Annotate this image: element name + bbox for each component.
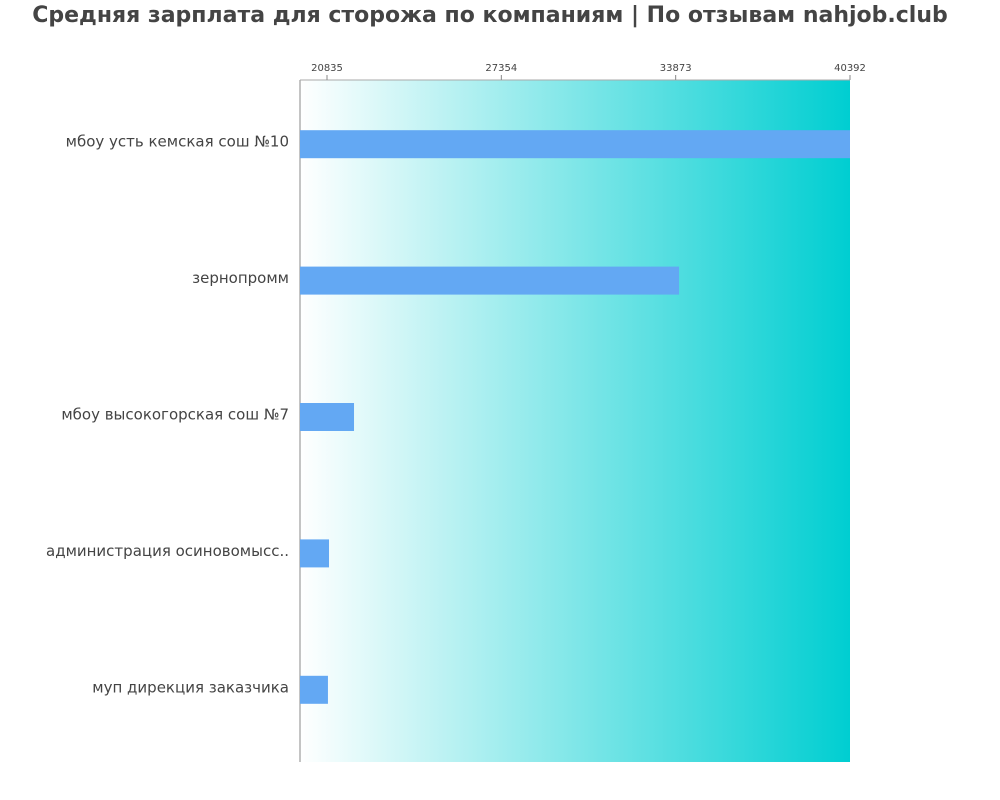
- bar: [300, 539, 330, 568]
- y-tick-label: мбоу высокогорская сош №7: [61, 406, 289, 424]
- y-tick-label: муп дирекция заказчика: [92, 678, 289, 696]
- y-tick-label: зернопромм: [192, 269, 289, 287]
- bar: [300, 130, 850, 159]
- bar: [300, 675, 328, 704]
- bar: [300, 266, 680, 295]
- x-tick-label: 40392: [834, 63, 866, 74]
- y-tick-label: администрация осиновомысс..: [46, 542, 289, 560]
- x-tick-label: 20835: [311, 63, 343, 74]
- chart-title: Средняя зарплата для сторожа по компания…: [32, 3, 948, 28]
- x-tick-label: 27354: [485, 63, 517, 74]
- plot-background: [300, 80, 850, 762]
- x-tick-label: 33873: [660, 63, 692, 74]
- bar: [300, 403, 355, 431]
- y-tick-label: мбоу усть кемская сош №10: [66, 133, 289, 151]
